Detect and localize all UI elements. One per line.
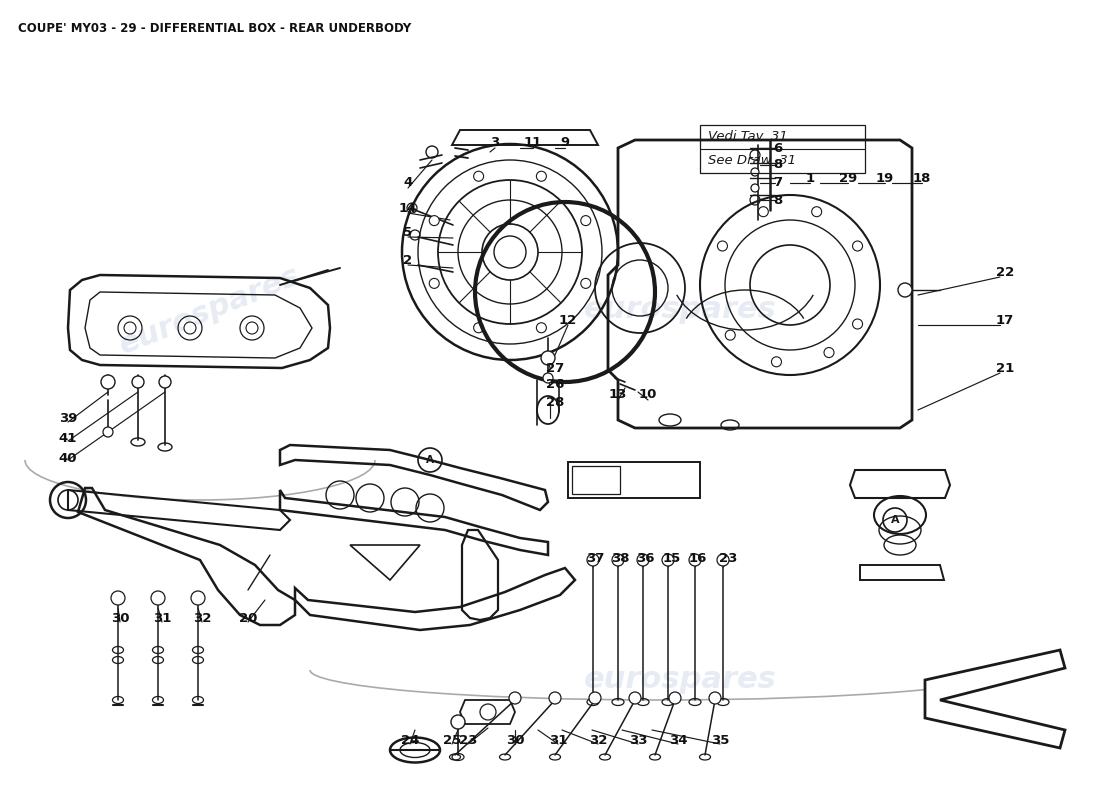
Circle shape xyxy=(103,427,113,437)
Text: 33: 33 xyxy=(629,734,647,746)
Text: 18: 18 xyxy=(913,171,932,185)
Text: 12: 12 xyxy=(559,314,578,326)
Circle shape xyxy=(751,168,759,176)
Text: 5: 5 xyxy=(404,226,412,238)
Circle shape xyxy=(629,692,641,704)
Circle shape xyxy=(191,591,205,605)
Circle shape xyxy=(662,554,674,566)
Text: A: A xyxy=(891,515,900,525)
Text: 25: 25 xyxy=(443,734,461,746)
Circle shape xyxy=(184,322,196,334)
Text: 15: 15 xyxy=(663,551,681,565)
Text: 32: 32 xyxy=(588,734,607,746)
Text: A: A xyxy=(426,455,434,465)
Circle shape xyxy=(124,322,136,334)
Text: 23: 23 xyxy=(718,551,737,565)
Circle shape xyxy=(689,554,701,566)
Text: 31: 31 xyxy=(153,611,172,625)
Circle shape xyxy=(509,692,521,704)
Circle shape xyxy=(474,171,484,182)
Text: 38: 38 xyxy=(610,551,629,565)
Circle shape xyxy=(160,376,170,388)
Text: eurospares: eurospares xyxy=(584,666,777,694)
Circle shape xyxy=(474,322,484,333)
Circle shape xyxy=(451,715,465,729)
Text: 40: 40 xyxy=(58,451,77,465)
Circle shape xyxy=(246,322,258,334)
Circle shape xyxy=(717,241,727,251)
Circle shape xyxy=(111,591,125,605)
Circle shape xyxy=(669,692,681,704)
Text: COUPE' MY03 - 29 - DIFFERENTIAL BOX - REAR UNDERBODY: COUPE' MY03 - 29 - DIFFERENTIAL BOX - RE… xyxy=(18,22,411,35)
Circle shape xyxy=(541,351,556,365)
Text: 2: 2 xyxy=(404,254,412,266)
Text: 30: 30 xyxy=(506,734,525,746)
Text: 29: 29 xyxy=(839,171,857,185)
Circle shape xyxy=(751,184,759,192)
Circle shape xyxy=(537,322,547,333)
Circle shape xyxy=(581,216,591,226)
Circle shape xyxy=(637,554,649,566)
Circle shape xyxy=(717,554,729,566)
Circle shape xyxy=(824,347,834,358)
Circle shape xyxy=(710,692,720,704)
Circle shape xyxy=(758,206,768,217)
Text: 14: 14 xyxy=(399,202,417,214)
Text: 30: 30 xyxy=(111,611,130,625)
Circle shape xyxy=(771,357,781,367)
Text: 19: 19 xyxy=(876,171,894,185)
Circle shape xyxy=(588,692,601,704)
Text: 31: 31 xyxy=(549,734,568,746)
Text: 6: 6 xyxy=(773,142,782,154)
Text: 36: 36 xyxy=(636,551,654,565)
Text: 1: 1 xyxy=(805,171,815,185)
Circle shape xyxy=(898,283,912,297)
Text: 20: 20 xyxy=(239,611,257,625)
Text: 34: 34 xyxy=(669,734,688,746)
Text: 41: 41 xyxy=(58,431,77,445)
Circle shape xyxy=(852,319,862,329)
Circle shape xyxy=(852,241,862,251)
Text: 39: 39 xyxy=(58,411,77,425)
Circle shape xyxy=(549,692,561,704)
Text: 35: 35 xyxy=(711,734,729,746)
Text: 22: 22 xyxy=(996,266,1014,278)
Text: 9: 9 xyxy=(560,135,570,149)
Circle shape xyxy=(429,278,439,288)
Circle shape xyxy=(725,330,735,340)
Circle shape xyxy=(587,554,600,566)
Text: eurospares: eurospares xyxy=(116,261,305,359)
Text: eurospares: eurospares xyxy=(584,295,777,325)
Text: 4: 4 xyxy=(404,175,412,189)
Circle shape xyxy=(429,216,439,226)
Text: 27: 27 xyxy=(546,362,564,374)
Text: 21: 21 xyxy=(996,362,1014,374)
Text: 23: 23 xyxy=(459,734,477,746)
Text: 8: 8 xyxy=(773,194,782,206)
Text: See Draw. 31: See Draw. 31 xyxy=(708,154,796,167)
Circle shape xyxy=(151,591,165,605)
Circle shape xyxy=(537,171,547,182)
Text: 11: 11 xyxy=(524,135,542,149)
Text: 13: 13 xyxy=(608,389,627,402)
Polygon shape xyxy=(925,650,1065,748)
Text: 7: 7 xyxy=(773,177,782,190)
Circle shape xyxy=(612,554,624,566)
Text: 3: 3 xyxy=(491,135,499,149)
Text: 10: 10 xyxy=(639,389,657,402)
Text: 37: 37 xyxy=(586,551,604,565)
Text: 17: 17 xyxy=(996,314,1014,326)
Circle shape xyxy=(812,206,822,217)
Text: 32: 32 xyxy=(192,611,211,625)
Text: 24: 24 xyxy=(400,734,419,746)
Circle shape xyxy=(132,376,144,388)
Text: 16: 16 xyxy=(689,551,707,565)
Text: 28: 28 xyxy=(546,395,564,409)
Circle shape xyxy=(543,373,553,383)
Circle shape xyxy=(581,278,591,288)
Circle shape xyxy=(101,375,116,389)
Text: 8: 8 xyxy=(773,158,782,171)
Text: 26: 26 xyxy=(546,378,564,391)
Text: Vedi Tav. 31: Vedi Tav. 31 xyxy=(708,130,788,143)
